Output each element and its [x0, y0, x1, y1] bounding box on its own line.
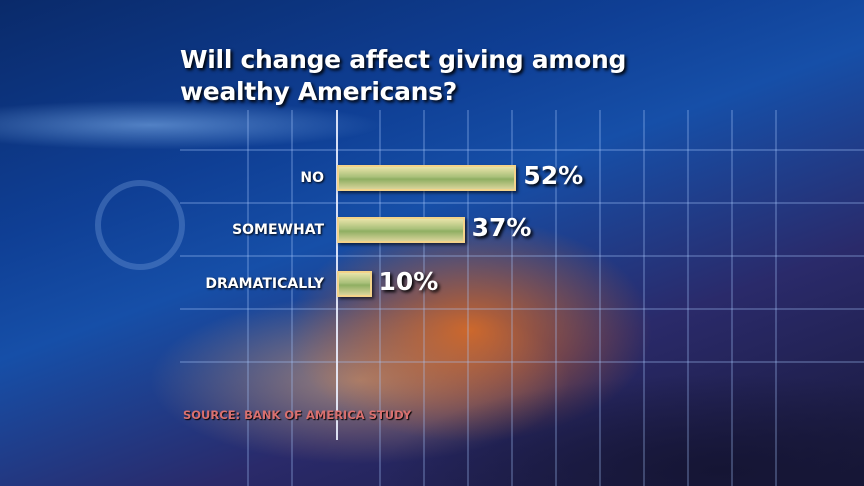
source-note: SOURCE: BANK OF AMERICA STUDY: [183, 408, 412, 422]
category-label: DRAMATICALLY: [205, 276, 324, 292]
value-label: 10%: [378, 267, 439, 296]
bar-no: [337, 165, 517, 191]
category-label: NO: [300, 170, 324, 186]
value-label: 37%: [471, 213, 532, 242]
chart-title: Will change affect giving among wealthy …: [180, 45, 627, 106]
category-label: SOMEWHAT: [232, 222, 324, 238]
bar-somewhat: [337, 217, 465, 243]
value-label: 52%: [523, 161, 584, 190]
bar-dramatically: [337, 271, 372, 297]
